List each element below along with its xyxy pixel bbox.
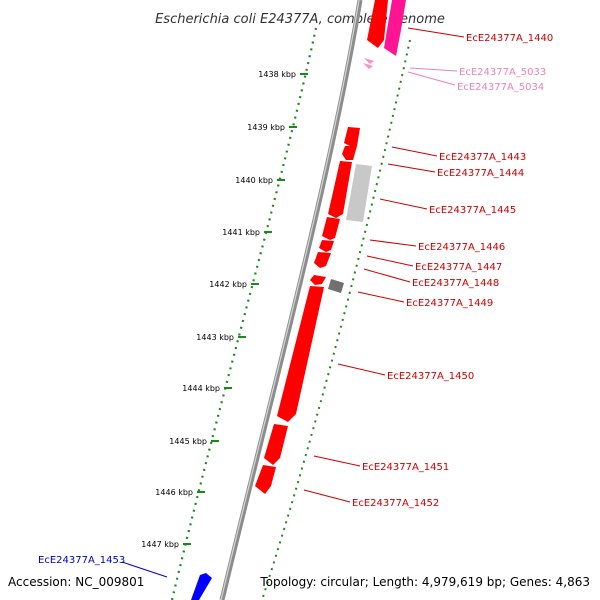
gene-1443[interactable] bbox=[344, 127, 360, 146]
gene-label-5033[interactable]: EcE24377A_5033 bbox=[459, 67, 546, 78]
gene-labels: EcE24377A_1440 EcE24377A_5033 EcE24377A_… bbox=[38, 33, 553, 566]
gene-label-1449[interactable]: EcE24377A_1449 bbox=[406, 298, 493, 309]
gene-label-1446[interactable]: EcE24377A_1446 bbox=[418, 242, 505, 253]
gene-1451[interactable] bbox=[264, 424, 288, 465]
tick-label-1442: 1442 kbp bbox=[209, 280, 247, 289]
gene-1448b[interactable] bbox=[328, 279, 344, 293]
gene-5034[interactable] bbox=[363, 63, 373, 69]
connector-5033 bbox=[409, 67, 458, 72]
scale-ticks: 1438 kbp 1439 kbp 1440 kbp 1441 kbp 1442… bbox=[141, 70, 308, 549]
connector-1449 bbox=[357, 291, 405, 303]
label-connectors bbox=[121, 27, 465, 578]
gene-1440[interactable] bbox=[367, 0, 388, 48]
connector-1445 bbox=[379, 198, 428, 210]
genome-backbone-highlight bbox=[220, 0, 360, 600]
gene-1444[interactable] bbox=[328, 161, 352, 218]
gene-label-5034[interactable]: EcE24377A_5034 bbox=[457, 82, 544, 93]
gene-1448[interactable] bbox=[314, 252, 331, 268]
connector-1450 bbox=[337, 363, 386, 376]
connector-1440 bbox=[407, 27, 465, 38]
gene-1453[interactable] bbox=[191, 573, 212, 600]
connector-1448 bbox=[363, 268, 411, 283]
gene-1445[interactable] bbox=[346, 164, 372, 222]
connector-1453 bbox=[121, 561, 168, 578]
gene-label-1448[interactable]: EcE24377A_1448 bbox=[412, 278, 499, 289]
scale-ring bbox=[170, 27, 318, 600]
gene-1447[interactable] bbox=[319, 240, 334, 252]
connector-5034 bbox=[407, 71, 456, 86]
gene-1446[interactable] bbox=[322, 217, 340, 240]
connector-1447 bbox=[366, 255, 414, 267]
gene-label-1444[interactable]: EcE24377A_1444 bbox=[437, 168, 524, 179]
tick-label-1438: 1438 kbp bbox=[258, 70, 296, 79]
gene-1440-partner[interactable] bbox=[384, 0, 406, 56]
gene-label-1443[interactable]: EcE24377A_1443 bbox=[439, 152, 526, 163]
gene-label-1450[interactable]: EcE24377A_1450 bbox=[387, 371, 474, 382]
gene-1450[interactable] bbox=[277, 286, 324, 422]
gene-label-1440[interactable]: EcE24377A_1440 bbox=[466, 33, 553, 44]
genome-backbone bbox=[219, 0, 363, 600]
tick-label-1443: 1443 kbp bbox=[196, 333, 234, 342]
gene-1443b[interactable] bbox=[342, 146, 357, 160]
tick-label-1440: 1440 kbp bbox=[235, 176, 273, 185]
gene-label-1445[interactable]: EcE24377A_1445 bbox=[429, 205, 516, 216]
connector-1443 bbox=[391, 146, 438, 157]
tick-label-1439: 1439 kbp bbox=[247, 123, 285, 132]
connector-1444 bbox=[387, 163, 436, 173]
gene-label-1451[interactable]: EcE24377A_1451 bbox=[362, 462, 449, 473]
gene-features bbox=[191, 0, 406, 600]
tick-label-1447: 1447 kbp bbox=[141, 540, 179, 549]
tick-label-1441: 1441 kbp bbox=[222, 228, 260, 237]
gene-1452[interactable] bbox=[255, 465, 276, 494]
inner-ring bbox=[261, 39, 411, 600]
tick-label-1444: 1444 kbp bbox=[182, 384, 220, 393]
gene-1449[interactable] bbox=[310, 275, 326, 285]
connector-1452 bbox=[303, 489, 351, 503]
gene-label-1452[interactable]: EcE24377A_1452 bbox=[352, 498, 439, 509]
connector-1451 bbox=[313, 455, 361, 467]
gene-5033[interactable] bbox=[364, 58, 374, 64]
connector-1446 bbox=[369, 239, 417, 247]
gene-label-1447[interactable]: EcE24377A_1447 bbox=[415, 262, 502, 273]
tick-label-1446: 1446 kbp bbox=[155, 488, 193, 497]
tick-label-1445: 1445 kbp bbox=[169, 437, 207, 446]
accession-text: Accession: NC_009801 bbox=[8, 575, 144, 589]
gene-label-1453[interactable]: EcE24377A_1453 bbox=[38, 555, 125, 566]
summary-text: Topology: circular; Length: 4,979,619 bp… bbox=[259, 575, 590, 589]
